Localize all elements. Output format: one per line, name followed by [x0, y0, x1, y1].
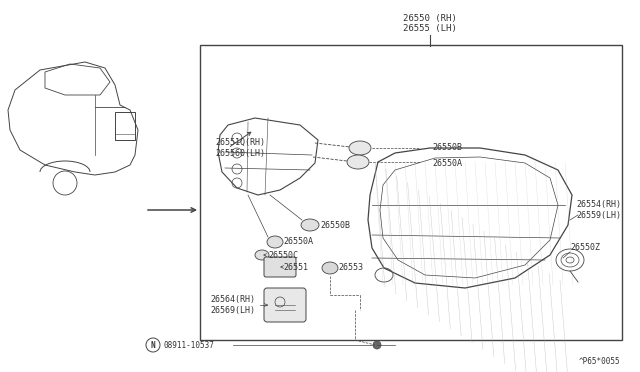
Text: 26551Q(RH)
265560(LH): 26551Q(RH) 265560(LH) [215, 138, 265, 158]
Ellipse shape [255, 250, 269, 260]
Circle shape [373, 341, 381, 349]
Text: 26555 (LH): 26555 (LH) [403, 23, 457, 32]
Text: 26550B: 26550B [432, 144, 462, 153]
Ellipse shape [301, 219, 319, 231]
Text: 26550C: 26550C [268, 250, 298, 260]
Text: 26553: 26553 [338, 263, 363, 273]
Text: 26550Z: 26550Z [570, 244, 600, 253]
Ellipse shape [349, 141, 371, 155]
Bar [200, 45, 622, 340]
Ellipse shape [322, 262, 338, 274]
Text: 26550A: 26550A [432, 158, 462, 167]
Text: 08911-10537: 08911-10537 [163, 340, 214, 350]
Text: 26554(RH)
26559(LH): 26554(RH) 26559(LH) [576, 200, 621, 220]
Ellipse shape [267, 236, 283, 248]
Text: ^P65*0055: ^P65*0055 [579, 357, 620, 366]
Text: 26550B: 26550B [320, 221, 350, 230]
Text: 26550A: 26550A [283, 237, 313, 247]
FancyBboxPatch shape [264, 288, 306, 322]
Text: 26550 (RH): 26550 (RH) [403, 13, 457, 22]
Text: 26564(RH)
26569(LH): 26564(RH) 26569(LH) [210, 295, 255, 315]
Text: 26551: 26551 [283, 263, 308, 272]
Ellipse shape [347, 155, 369, 169]
Text: N: N [150, 340, 156, 350]
FancyBboxPatch shape [264, 257, 296, 277]
Bar [115, 112, 135, 140]
